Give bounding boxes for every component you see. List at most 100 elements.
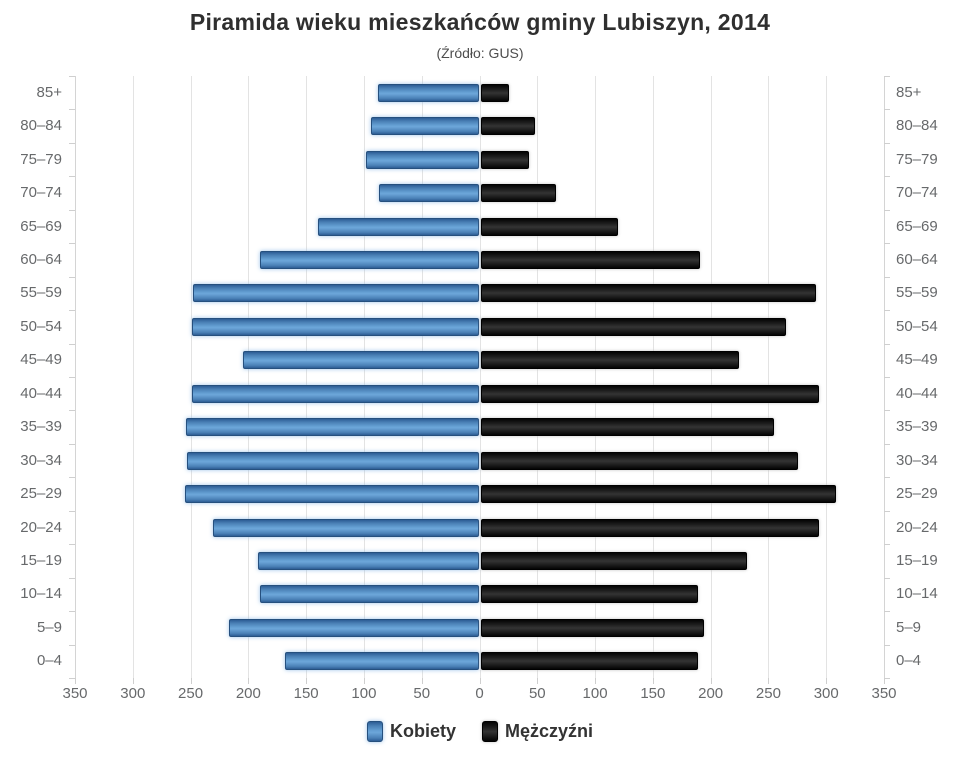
left-axis-tick xyxy=(69,343,75,345)
bar-kobiety-20–24[interactable] xyxy=(212,518,480,537)
grid-line xyxy=(537,76,539,678)
grid-line xyxy=(826,76,828,678)
category-label-right: 30–34 xyxy=(896,451,938,469)
category-label-left: 80–84 xyxy=(20,117,62,135)
bar-mezczyzni-45–49[interactable] xyxy=(480,351,740,370)
x-axis-tick xyxy=(826,678,828,684)
bar-kobiety-55–59[interactable] xyxy=(192,284,480,303)
right-axis-tick xyxy=(884,176,890,178)
bar-kobiety-70–74[interactable] xyxy=(378,184,480,203)
left-axis-tick xyxy=(69,577,75,579)
right-axis-tick xyxy=(884,611,890,613)
category-label-right: 15–19 xyxy=(896,551,938,569)
bar-mezczyzni-35–39[interactable] xyxy=(480,418,775,437)
category-label-left: 40–44 xyxy=(20,384,62,402)
grid-line xyxy=(652,76,654,678)
x-axis-tick-label: 100 xyxy=(351,685,377,702)
category-label-right: 80–84 xyxy=(896,117,938,135)
bar-kobiety-0–4[interactable] xyxy=(285,652,480,671)
bar-mezczyzni-70–74[interactable] xyxy=(480,184,556,203)
category-label-left: 85+ xyxy=(36,83,62,101)
category-label-left: 35–39 xyxy=(20,418,62,436)
bar-mezczyzni-25–29[interactable] xyxy=(480,485,837,504)
left-axis-tick xyxy=(69,176,75,178)
bar-mezczyzni-40–44[interactable] xyxy=(480,384,820,403)
left-axis-tick xyxy=(69,678,75,679)
category-label-right: 75–79 xyxy=(896,150,938,168)
bar-mezczyzni-85+[interactable] xyxy=(480,83,510,102)
right-axis-tick xyxy=(884,577,890,579)
left-axis-tick xyxy=(69,310,75,312)
x-axis-tick xyxy=(884,678,885,684)
category-label-right: 40–44 xyxy=(896,384,938,402)
category-label-right: 70–74 xyxy=(896,184,938,202)
category-label-right: 55–59 xyxy=(896,284,938,302)
x-axis-tick xyxy=(132,678,134,684)
grid-line xyxy=(190,76,192,678)
bar-kobiety-10–14[interactable] xyxy=(259,585,480,604)
x-axis-tick xyxy=(479,678,481,684)
category-label-right: 5–9 xyxy=(896,618,922,636)
right-axis-tick xyxy=(884,510,890,512)
x-axis-tick-label: 0 xyxy=(475,685,484,702)
grid-line xyxy=(479,76,481,678)
category-label-left: 75–79 xyxy=(20,150,62,168)
category-label-right: 50–54 xyxy=(896,317,938,335)
right-axis-tick xyxy=(884,544,890,546)
x-axis-tick xyxy=(363,678,365,684)
left-axis-tick xyxy=(69,410,75,412)
x-axis-tick-label: 50 xyxy=(413,685,431,702)
category-label-left: 30–34 xyxy=(20,451,62,469)
x-axis-tick xyxy=(768,678,770,684)
right-axis-tick xyxy=(884,109,890,111)
bar-mezczyzni-80–84[interactable] xyxy=(480,117,535,136)
bar-kobiety-45–49[interactable] xyxy=(242,351,480,370)
bar-mezczyzni-75–79[interactable] xyxy=(480,150,530,169)
bar-mezczyzni-55–59[interactable] xyxy=(480,284,816,303)
right-axis-tick xyxy=(884,276,890,278)
bar-kobiety-35–39[interactable] xyxy=(185,418,480,437)
x-axis-tick xyxy=(190,678,192,684)
grid-line xyxy=(306,76,308,678)
left-axis-tick xyxy=(69,109,75,111)
x-axis-tick-label: 200 xyxy=(698,685,724,702)
category-label-left: 0–4 xyxy=(36,652,62,670)
bar-mezczyzni-0–4[interactable] xyxy=(480,652,698,671)
bar-kobiety-65–69[interactable] xyxy=(317,217,480,236)
x-axis-tick-label: 300 xyxy=(120,685,146,702)
bar-kobiety-40–44[interactable] xyxy=(191,384,480,403)
x-axis-tick-label: 150 xyxy=(640,685,666,702)
left-axis-tick xyxy=(69,644,75,646)
left-axis-tick xyxy=(69,276,75,278)
legend-item-kobiety[interactable]: Kobiety xyxy=(366,721,456,742)
category-label-right: 20–24 xyxy=(896,518,938,536)
bar-mezczyzni-15–19[interactable] xyxy=(480,551,748,570)
bar-mezczyzni-60–64[interactable] xyxy=(480,250,701,269)
bar-kobiety-50–54[interactable] xyxy=(191,317,480,336)
bar-mezczyzni-5–9[interactable] xyxy=(480,618,704,637)
right-axis-tick xyxy=(884,443,890,445)
bar-kobiety-25–29[interactable] xyxy=(184,485,480,504)
bar-kobiety-60–64[interactable] xyxy=(259,250,480,269)
bar-kobiety-15–19[interactable] xyxy=(257,551,480,570)
bar-mezczyzni-30–34[interactable] xyxy=(480,451,799,470)
bar-mezczyzni-50–54[interactable] xyxy=(480,317,786,336)
bar-kobiety-80–84[interactable] xyxy=(370,117,480,136)
grid-line xyxy=(248,76,250,678)
x-axis-tick-label: 50 xyxy=(528,685,546,702)
bar-mezczyzni-10–14[interactable] xyxy=(480,585,698,604)
left-axis-tick xyxy=(69,477,75,479)
bar-kobiety-5–9[interactable] xyxy=(228,618,480,637)
left-axis-tick xyxy=(69,544,75,546)
bar-mezczyzni-20–24[interactable] xyxy=(480,518,820,537)
bar-kobiety-75–79[interactable] xyxy=(366,150,480,169)
bar-mezczyzni-65–69[interactable] xyxy=(480,217,619,236)
kobiety-swatch-icon xyxy=(366,721,383,742)
category-label-left: 55–59 xyxy=(20,284,62,302)
bar-kobiety-85+[interactable] xyxy=(377,83,480,102)
bar-kobiety-30–34[interactable] xyxy=(187,451,480,470)
category-label-left: 60–64 xyxy=(20,250,62,268)
category-label-right: 25–29 xyxy=(896,485,938,503)
legend-item-mezczyzni[interactable]: Mężczyźni xyxy=(481,721,593,742)
grid-line xyxy=(768,76,770,678)
